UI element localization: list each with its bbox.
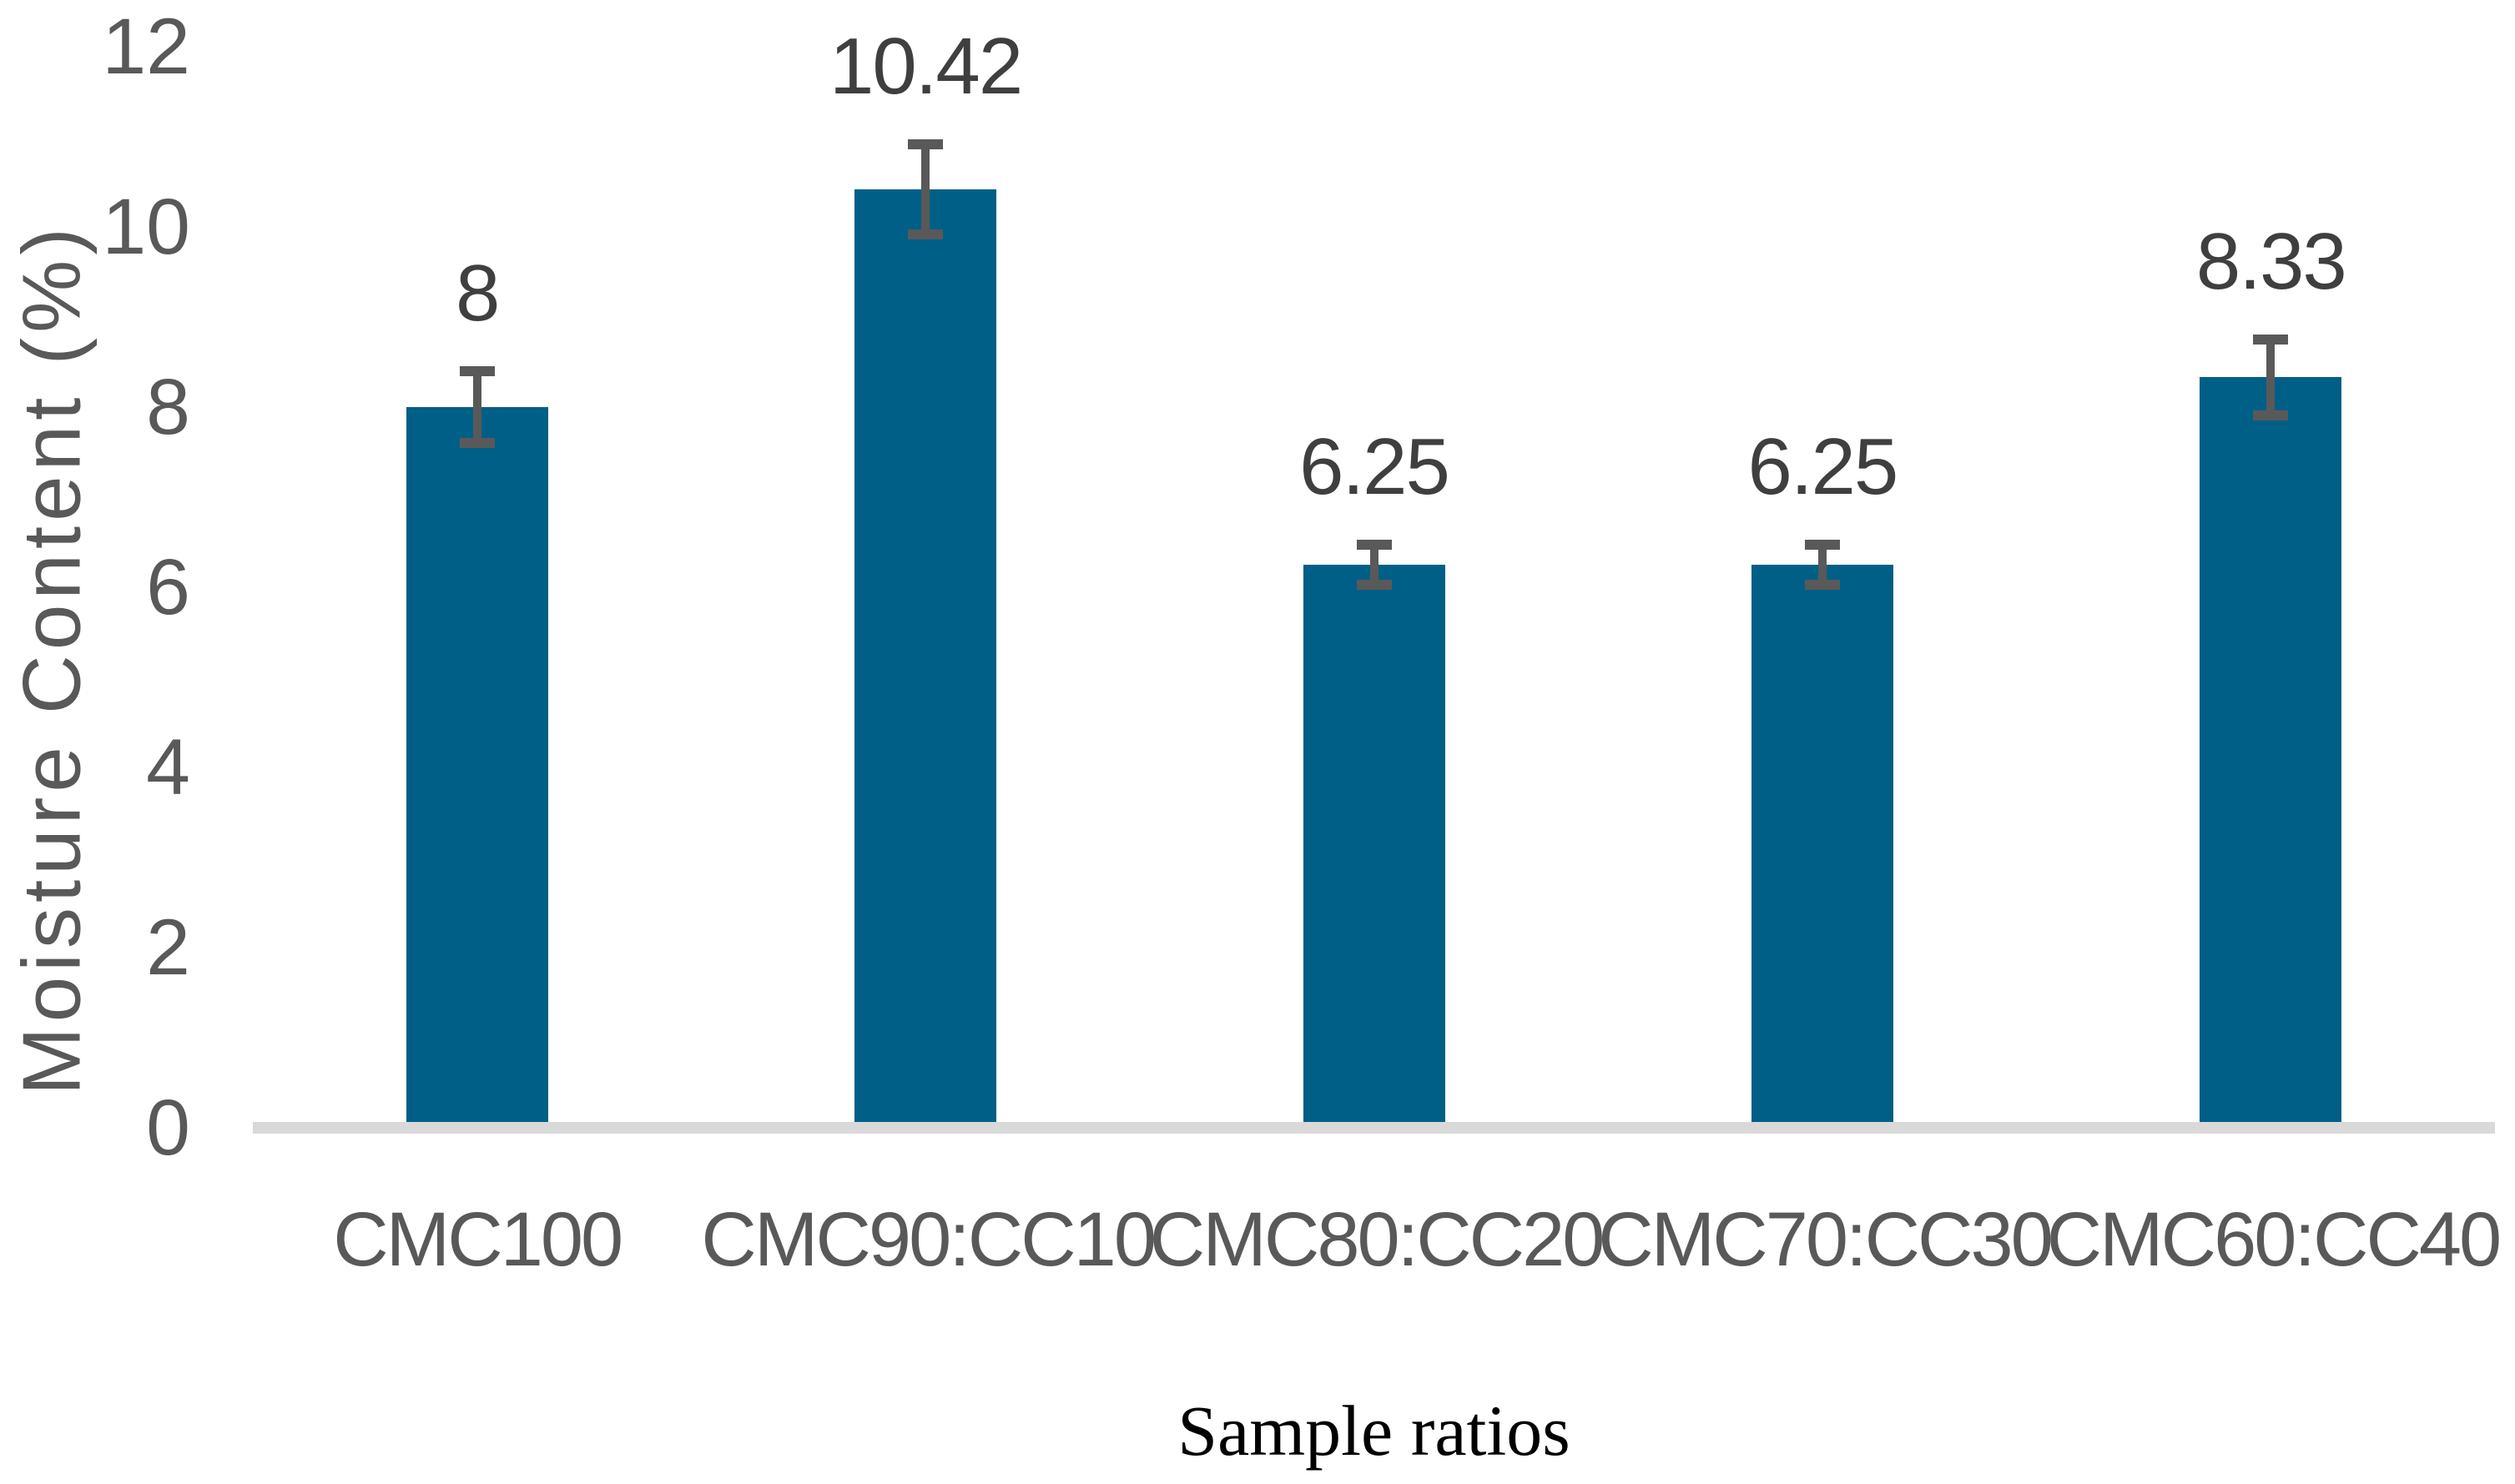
error-bar-line [2266, 340, 2276, 415]
data-label-CMC80:CC20: 6.25 [1299, 422, 1450, 512]
x-tick-label-CMC100: CMC100 [333, 1197, 623, 1282]
y-tick-label-6: 6 [146, 543, 190, 631]
data-label-CMC90:CC10: 10.42 [829, 21, 1023, 111]
y-tick-label-4: 4 [146, 723, 190, 812]
error-bar-cap-top [908, 138, 944, 149]
error-bar-cap-bottom [908, 229, 944, 239]
error-bar-cap-bottom [1356, 579, 1392, 590]
bar-CMC100 [406, 407, 548, 1122]
error-bar-cap-top [1804, 540, 1840, 551]
error-bar-line [921, 143, 930, 234]
error-bar-line [1817, 545, 1827, 585]
error-bar-cap-bottom [459, 438, 495, 449]
y-tick-label-8: 8 [146, 363, 190, 451]
error-bar-cap-top [1356, 540, 1392, 551]
x-axis-baseline [253, 1122, 2495, 1134]
y-tick-label-2: 2 [146, 903, 190, 992]
error-bar-line [472, 370, 481, 444]
data-label-CMC60:CC40: 8.33 [2195, 217, 2347, 306]
error-bar-cap-top [2253, 335, 2289, 345]
data-label-CMC100: 8 [455, 248, 500, 338]
y-tick-label-12: 12 [102, 3, 190, 91]
error-bar-cap-bottom [2253, 410, 2289, 420]
data-label-CMC70:CC30: 6.25 [1747, 422, 1898, 512]
error-bar-cap-top [459, 365, 495, 376]
bar-CMC60:CC40 [2200, 377, 2342, 1122]
y-tick-label-0: 0 [146, 1084, 190, 1172]
x-tick-label-CMC60:CC40: CMC60:CC40 [2046, 1197, 2502, 1282]
bar-CMC70:CC30 [1751, 565, 1893, 1122]
bar-CMC80:CC20 [1303, 565, 1445, 1122]
bar-CMC90:CC10 [854, 189, 997, 1122]
x-axis-title: Sample ratios [1177, 1391, 1570, 1471]
y-tick-label-10: 10 [102, 183, 190, 271]
x-tick-label-CMC90:CC10: CMC90:CC10 [701, 1197, 1157, 1282]
error-bar-line [1369, 545, 1378, 585]
x-tick-label-CMC80:CC20: CMC80:CC20 [1149, 1197, 1605, 1282]
error-bar-cap-bottom [1804, 579, 1840, 590]
x-tick-label-CMC70:CC30: CMC70:CC30 [1598, 1197, 2054, 1282]
